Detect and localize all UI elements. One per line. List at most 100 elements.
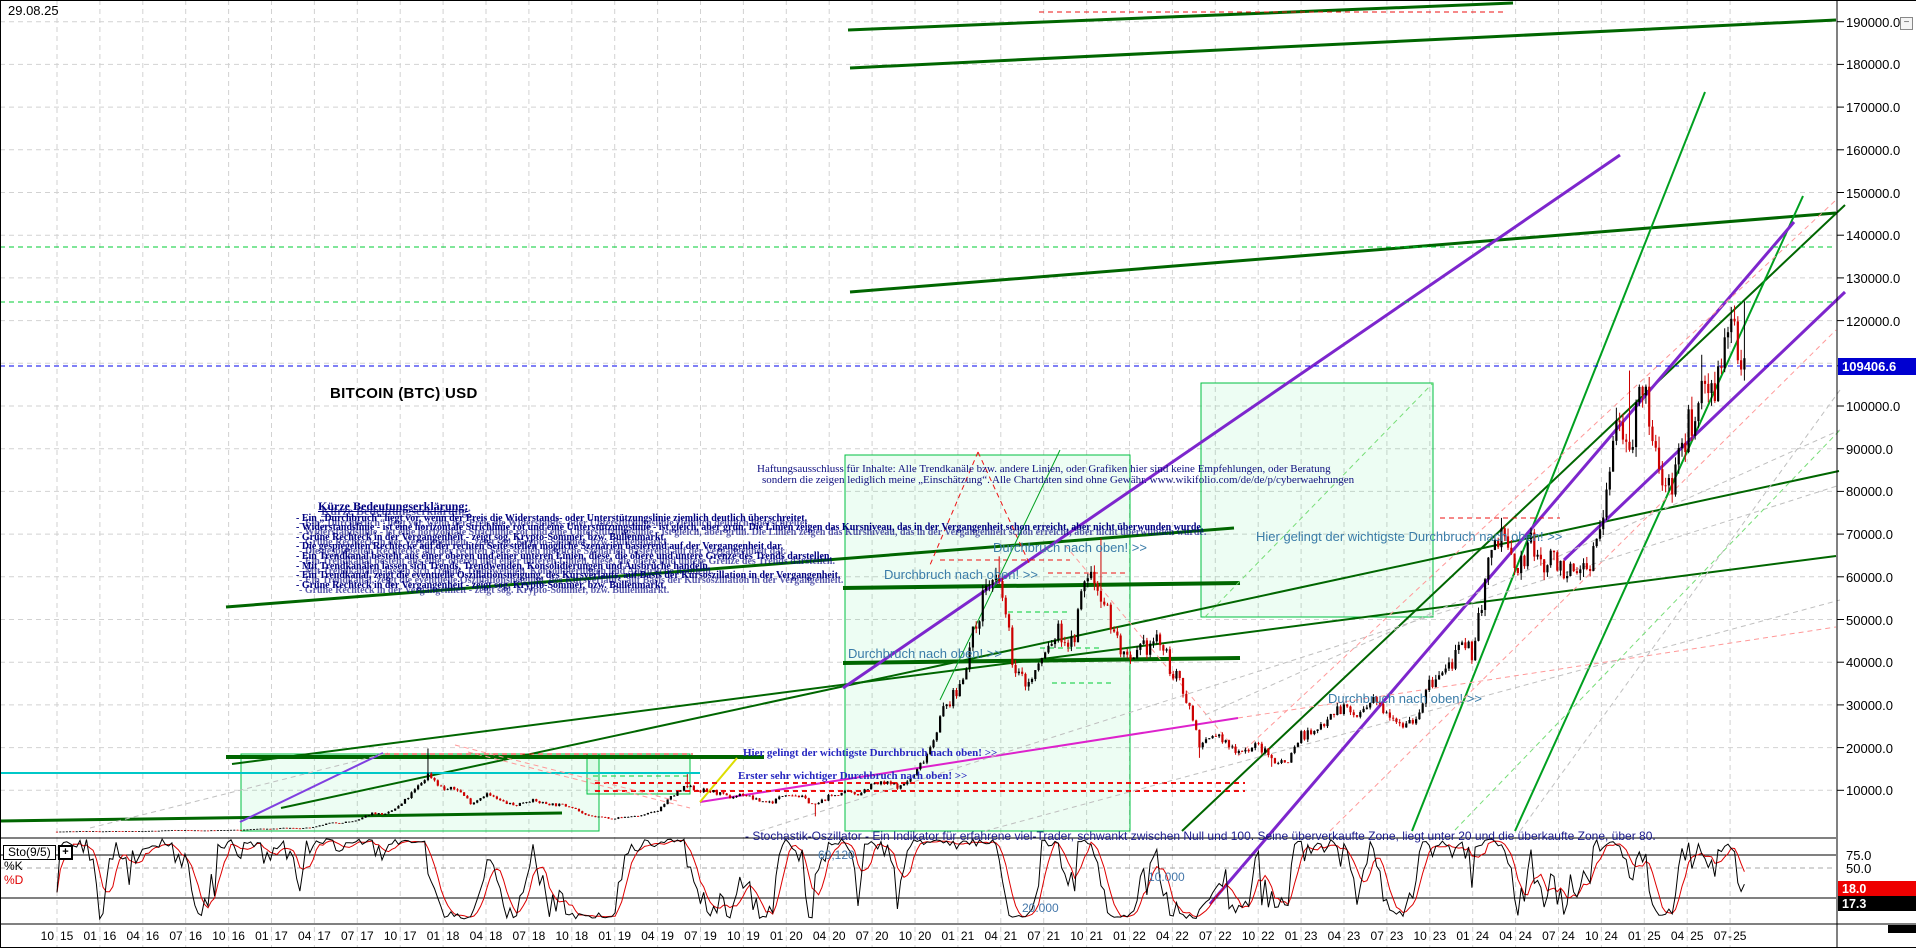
time-axis-end-dash: - [1728, 929, 1732, 943]
time-axis-label-month: 01 [1627, 929, 1642, 943]
price-axis-label: 100000.0 [1846, 399, 1901, 414]
time-axis-label-year: 18 [574, 929, 589, 943]
time-axis-label-month: 07 [1370, 929, 1384, 943]
time-axis-label-year: 19 [703, 929, 717, 943]
price-axis-label: 170000.0 [1846, 100, 1901, 116]
time-axis-label-month: 01 [941, 929, 955, 943]
time-axis-label-year: 16 [188, 929, 203, 943]
time-axis-label-year: 25 [1733, 929, 1747, 943]
time-axis-label-year: 21 [960, 929, 975, 943]
time-axis-label-year: 22 [1218, 929, 1232, 943]
time-axis-label-month: 07 [169, 929, 183, 943]
time-axis-label-year: 16 [231, 929, 245, 943]
time-axis-label-year: 22 [1132, 929, 1146, 943]
price-axis-label: 40000.0 [1846, 655, 1893, 671]
time-axis-label-year: 17 [360, 929, 374, 943]
time-axis-label-month: 04 [812, 929, 827, 943]
time-axis-label-year: 23 [1304, 929, 1318, 943]
time-axis-label-month: 04 [1327, 929, 1341, 943]
time-axis-label-month: 07 [1027, 929, 1041, 943]
time-axis-label-year: 24 [1561, 929, 1575, 943]
time-axis-label-month: 07 [1542, 929, 1556, 943]
time-axis-label-year: 22 [1175, 929, 1189, 943]
time-axis-label-year: 19 [617, 929, 632, 943]
time-axis-label-month: 04 [641, 929, 655, 943]
time-axis-label-year: 24 [1475, 929, 1490, 943]
time-axis-label-month: 04 [298, 929, 312, 943]
oscillator-level-50: 50.0 [1846, 861, 1872, 876]
time-axis-label-month: 10 [898, 929, 912, 943]
stochastic-k-value-badge: 17.3 [1838, 896, 1916, 911]
time-axis-label-month: 07 [855, 929, 870, 943]
time-axis-label-year: 23 [1389, 929, 1404, 943]
time-axis-label-month: 07 [340, 929, 355, 943]
stochastic-d-value-badge: 18.0 [1838, 881, 1916, 896]
time-axis-label-month: 01 [1113, 929, 1127, 943]
time-axis-label-month: 07 [1713, 929, 1728, 943]
time-axis-label-year: 16 [102, 929, 117, 943]
time-axis-label-month: 10 [1585, 929, 1599, 943]
price-axis-label: 140000.0 [1846, 228, 1901, 244]
time-axis-label-month: 04 [126, 929, 140, 943]
price-axis-label: 120000.0 [1846, 313, 1901, 329]
price-axis-label: 30000.0 [1846, 697, 1893, 713]
time-axis-label-year: 24 [1518, 929, 1532, 943]
price-axis-label: 20000.0 [1846, 740, 1893, 756]
price-axis-label: 80000.0 [1846, 484, 1893, 500]
axis-collapse-icon[interactable]: − [1900, 17, 1913, 30]
price-axis-label: 180000.0 [1846, 57, 1901, 73]
time-axis-label-month: 01 [1456, 929, 1470, 943]
time-axis-label-month: 10 [1413, 929, 1427, 943]
oscillator-level-75: 75.0 [1846, 848, 1872, 863]
price-axis-label: 150000.0 [1846, 185, 1901, 201]
time-axis-label-month: 04 [1499, 929, 1513, 943]
time-axis-label-year: 21 [1089, 929, 1103, 943]
time-axis-label-month: 04 [469, 929, 483, 943]
time-axis-label-year: 22 [1261, 929, 1275, 943]
time-axis-label-month: 01 [769, 929, 784, 943]
time-axis-label-year: 17 [274, 929, 288, 943]
time-axis-label-month: 04 [1670, 929, 1685, 943]
time-axis-label-year: 17 [317, 929, 331, 943]
time-axis-label-year: 18 [446, 929, 460, 943]
time-axis-label-month: 10 [383, 929, 398, 943]
time-axis-label-month: 10 [555, 929, 569, 943]
price-axis-label: 130000.0 [1846, 270, 1901, 286]
price-axis-label: 160000.0 [1846, 142, 1901, 158]
time-axis-label-month: 04 [984, 929, 998, 943]
time-axis-label-year: 18 [489, 929, 503, 943]
time-axis-label-month: 10 [212, 929, 226, 943]
time-axis-label-year: 20 [875, 929, 889, 943]
time-axis-label-year: 20 [832, 929, 846, 943]
time-axis-label-year: 23 [1347, 929, 1361, 943]
time-axis-label-month: 07 [684, 929, 698, 943]
time-axis-label-year: 25 [1647, 929, 1661, 943]
price-axis-label: 190000.0 [1846, 14, 1901, 30]
add-indicator-button[interactable]: + [58, 845, 73, 860]
time-axis-label-month: 07 [512, 929, 526, 943]
time-axis-label-year: 15 [60, 929, 74, 943]
time-axis-label-month: 10 [40, 929, 54, 943]
time-axis-label-month: 10 [727, 929, 741, 943]
time-axis-label-month: 01 [255, 929, 269, 943]
price-axis-label: 60000.0 [1846, 569, 1893, 585]
time-axis-label-year: 21 [1003, 929, 1018, 943]
time-axis-label-year: 20 [789, 929, 803, 943]
time-axis-label-month: 10 [1241, 929, 1256, 943]
time-axis-label-month: 04 [1156, 929, 1170, 943]
time-axis-label-year: 24 [1604, 929, 1618, 943]
price-axis-label: 10000.0 [1846, 783, 1893, 799]
time-axis-label-year: 19 [746, 929, 760, 943]
time-axis-label-year: 17 [403, 929, 417, 943]
time-axis-label-year: 16 [145, 929, 160, 943]
stochastic-indicator-button[interactable]: Sto(9/5) [3, 845, 56, 860]
price-axis[interactable]: 190000.0 180000.0 170000.0 160000.0 150000.0… [1838, 0, 1916, 948]
price-axis-label: 90000.0 [1846, 441, 1893, 457]
time-axis-label-month: 10 [1070, 929, 1084, 943]
time-axis-label-year: 20 [918, 929, 932, 943]
time-axis-label-year: 21 [1046, 929, 1061, 943]
current-price-badge: 109406.6 [1838, 358, 1916, 375]
time-axis-label-year: 19 [660, 929, 674, 943]
